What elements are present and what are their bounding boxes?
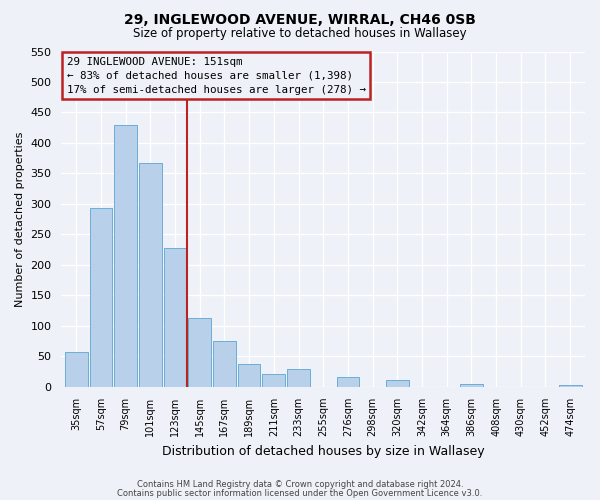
Text: 29, INGLEWOOD AVENUE, WIRRAL, CH46 0SB: 29, INGLEWOOD AVENUE, WIRRAL, CH46 0SB (124, 12, 476, 26)
Text: 29 INGLEWOOD AVENUE: 151sqm
← 83% of detached houses are smaller (1,398)
17% of : 29 INGLEWOOD AVENUE: 151sqm ← 83% of det… (67, 56, 365, 94)
Bar (188, 318, 211, 387)
Text: Size of property relative to detached houses in Wallasey: Size of property relative to detached ho… (133, 28, 467, 40)
Bar (337, 376, 359, 387)
Text: Contains HM Land Registry data © Crown copyright and database right 2024.: Contains HM Land Registry data © Crown c… (137, 480, 463, 489)
Bar (238, 364, 260, 387)
Bar (460, 384, 483, 387)
X-axis label: Distribution of detached houses by size in Wallasey: Distribution of detached houses by size … (162, 444, 485, 458)
Text: Contains public sector information licensed under the Open Government Licence v3: Contains public sector information licen… (118, 488, 482, 498)
Bar (164, 248, 187, 387)
Bar (262, 374, 285, 387)
Bar (559, 384, 581, 387)
Bar (213, 340, 236, 387)
Bar (89, 208, 112, 387)
Bar (114, 124, 137, 387)
Bar (386, 380, 409, 387)
Bar (287, 370, 310, 387)
Bar (139, 162, 161, 387)
Bar (65, 352, 88, 387)
Y-axis label: Number of detached properties: Number of detached properties (15, 132, 25, 307)
